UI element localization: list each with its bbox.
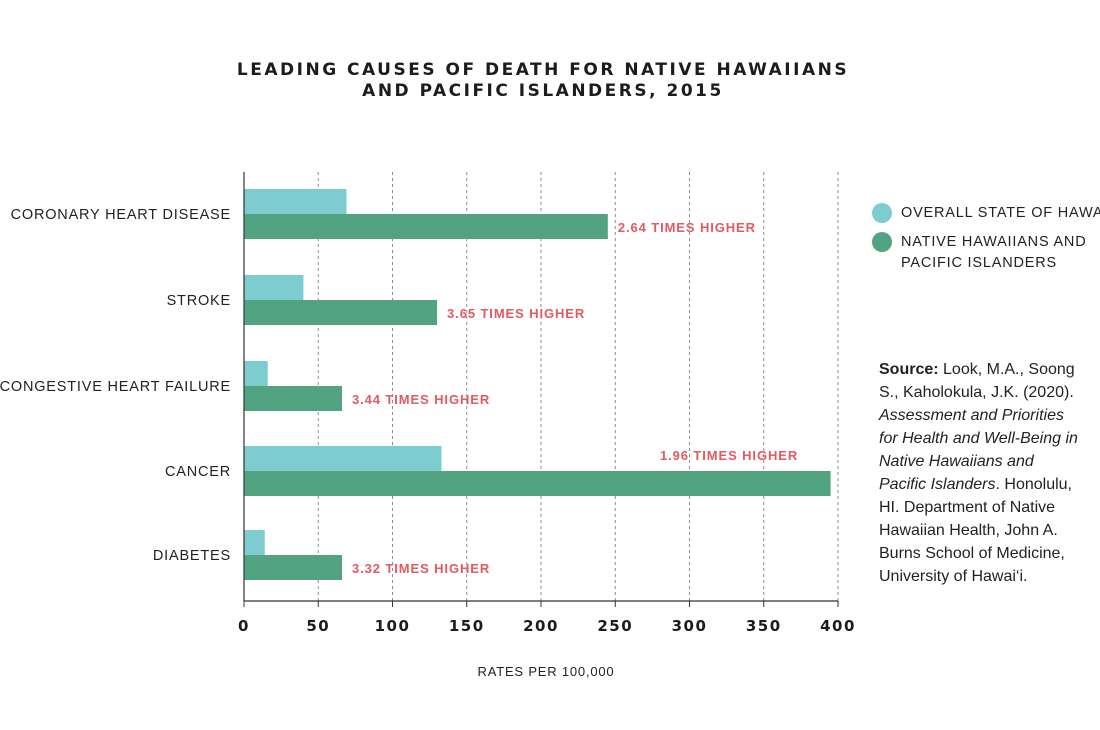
- bar-native-hawaiians-3: [244, 471, 831, 496]
- legend-label-overall-state: OVERALL STATE OF HAWAII: [901, 205, 1100, 221]
- category-label-4: DIABETES: [153, 548, 231, 564]
- source-publisher: . Honolulu, HI. Department of Native Haw…: [879, 476, 1072, 585]
- x-axis-label: RATES PER 100,000: [477, 664, 615, 679]
- bar-native-hawaiians-1: [244, 300, 438, 325]
- annotation-label-0: 2.64 TIMES HIGHER: [618, 220, 756, 235]
- annotation-label-1: 3.65 TIMES HIGHER: [447, 306, 585, 321]
- x-tick-label-300: 300: [672, 617, 708, 635]
- x-tick-label-350: 350: [746, 617, 782, 635]
- source-label: Source:: [879, 361, 939, 378]
- bar-native-hawaiians-0: [244, 214, 608, 239]
- bar-overall-state-4: [244, 530, 265, 555]
- annotation-label-2: 3.44 TIMES HIGHER: [352, 392, 490, 407]
- bar-native-hawaiians-2: [244, 386, 343, 411]
- category-label-1: STROKE: [167, 293, 231, 309]
- x-tick-label-0: 0: [238, 617, 250, 635]
- category-label-2: CONGESTIVE HEART FAILURE: [0, 379, 231, 395]
- legend-swatch-overall-state: [872, 203, 892, 223]
- x-tick-label-150: 150: [449, 617, 485, 635]
- x-tick-label-100: 100: [375, 617, 411, 635]
- source-citation: Source: Look, M.A., Soong S., Kaholokula…: [879, 358, 1084, 588]
- chart-title-line-2: AND PACIFIC ISLANDERS, 2015: [362, 81, 724, 101]
- annotation-label-3: 1.96 TIMES HIGHER: [660, 448, 798, 463]
- bar-overall-state-0: [244, 189, 347, 214]
- category-label-3: CANCER: [165, 464, 231, 480]
- chart-title-line-1: LEADING CAUSES OF DEATH FOR NATIVE HAWAI…: [236, 60, 850, 80]
- legend-swatch-native-hawaiians: [872, 232, 892, 252]
- bar-overall-state-1: [244, 275, 304, 300]
- legend-label-native-hawaiians: NATIVE HAWAIIANS AND PACIFIC ISLANDERS: [901, 234, 1087, 271]
- bar-native-hawaiians-4: [244, 555, 343, 580]
- bar-overall-state-3: [244, 446, 442, 471]
- x-tick-label-50: 50: [306, 617, 330, 635]
- source-work-title: Assessment and Priorities for Health and…: [879, 407, 1078, 493]
- x-tick-label-250: 250: [597, 617, 633, 635]
- chart-title: LEADING CAUSES OF DEATH FOR NATIVE HAWAI…: [0, 60, 1086, 102]
- x-tick-label-200: 200: [523, 617, 559, 635]
- annotation-label-4: 3.32 TIMES HIGHER: [352, 561, 490, 576]
- bar-overall-state-2: [244, 361, 268, 386]
- x-tick-label-400: 400: [820, 617, 856, 635]
- category-label-0: CORONARY HEART DISEASE: [11, 207, 231, 223]
- legend-item-overall-state: OVERALL STATE OF HAWAII: [872, 203, 1100, 224]
- legend-item-native-hawaiians: NATIVE HAWAIIANS AND PACIFIC ISLANDERS: [872, 232, 1100, 274]
- source-authors: Look, M.A., Soong S., Kaholokula, J.K. (…: [879, 361, 1075, 401]
